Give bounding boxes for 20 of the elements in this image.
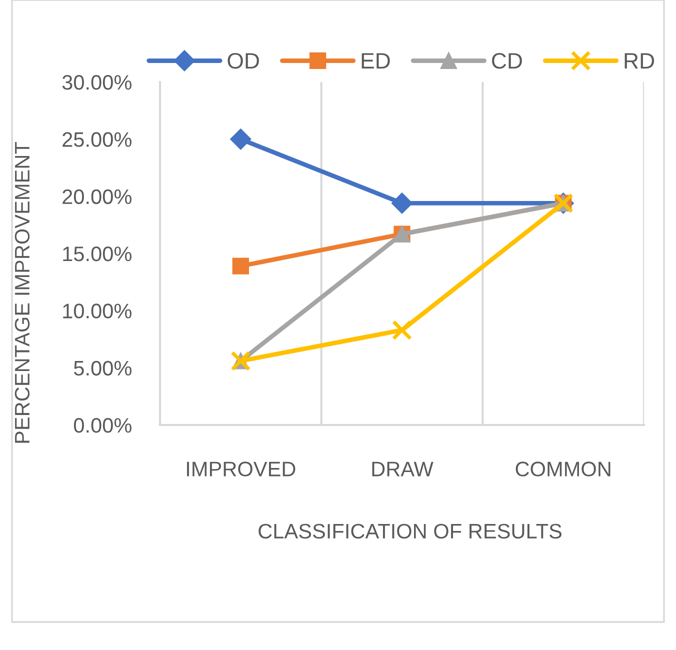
y-tick-label: 20.00% (62, 189, 132, 204)
y-tick-label: 10.00% (63, 304, 132, 318)
legend-label: ED (362, 53, 390, 68)
y-tick-label: 15.00% (63, 246, 132, 262)
y-tick-label: 0.00% (74, 418, 132, 433)
x-tick-label: DRAW (372, 462, 434, 476)
point (391, 192, 413, 214)
point (230, 128, 252, 150)
point (392, 320, 412, 340)
legend-label: CD (492, 52, 522, 69)
y-tick-label: 5.00% (74, 360, 132, 376)
y-axis-title: PERCENTAGE IMPROVEMENT (14, 142, 30, 443)
point (232, 258, 249, 274)
x-tick-label: IMPROVED (187, 462, 296, 476)
x-tick-label: COMMON (516, 462, 610, 476)
x-axis-title: CLASSIFICATION OF RESULTS (258, 524, 562, 539)
legend-label: RD (624, 53, 654, 68)
y-tick-label: 25.00% (62, 132, 132, 147)
legend-label: OD (228, 52, 259, 69)
y-tick-label: 30.00% (62, 75, 132, 90)
